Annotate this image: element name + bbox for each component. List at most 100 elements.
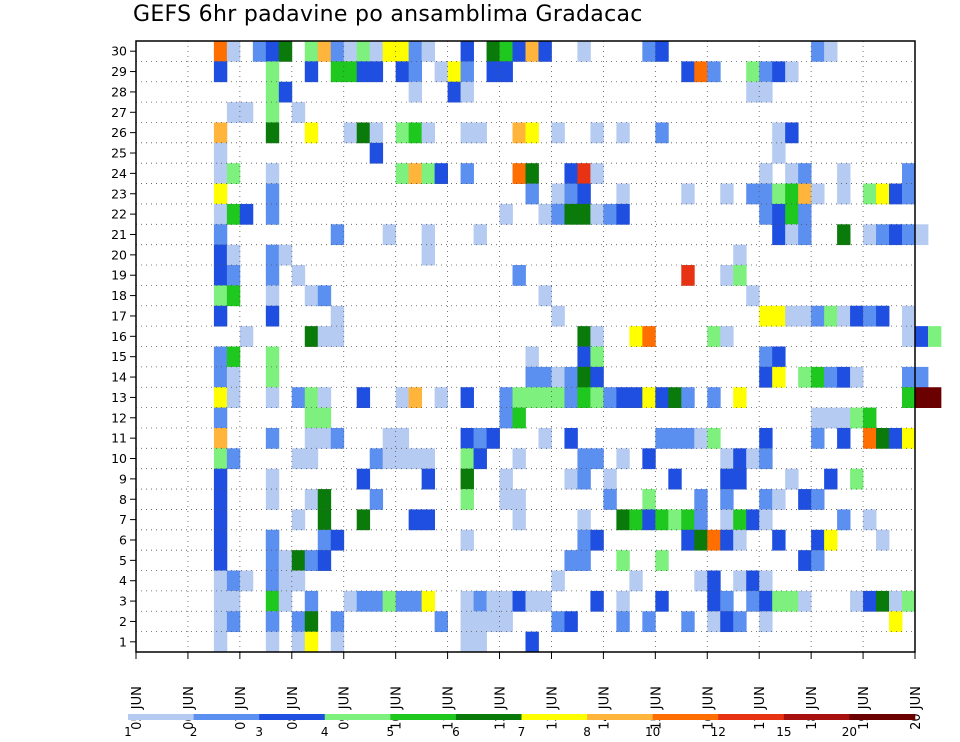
cell-m4-t43 (694, 570, 708, 592)
cell-m7-t43 (694, 509, 708, 531)
y-tick-label: 26 (111, 125, 127, 140)
colorbar-swatch (390, 714, 457, 720)
cell-m2-t10 (265, 611, 280, 633)
cell-m24-t20 (395, 163, 410, 184)
cell-m16-t38 (629, 326, 643, 347)
cell-m1-t26 (473, 631, 487, 653)
cell-m10-t20 (395, 448, 410, 470)
cell-m9-t6 (213, 468, 228, 490)
cell-m2-t33 (564, 611, 578, 633)
cell-m6-t57 (876, 529, 890, 551)
cell-m17-t15 (330, 305, 345, 327)
cell-m20-t11 (278, 244, 293, 266)
y-tick-label: 12 (111, 410, 127, 425)
cell-m18-t14 (317, 285, 332, 307)
cell-m14-t33 (564, 366, 578, 388)
cell-m3-t58 (889, 590, 903, 612)
y-tick-label: 4 (119, 573, 127, 588)
cell-m23-t33 (564, 183, 578, 205)
cell-m30-t17 (356, 41, 371, 62)
cell-m11-t20 (395, 427, 410, 449)
y-tick-label: 14 (111, 370, 127, 385)
y-tick-label: 3 (119, 594, 127, 609)
cell-m13-t10 (265, 387, 280, 408)
cell-m7-t29 (512, 509, 526, 531)
cell-m22-t50 (785, 203, 799, 225)
colorbar-swatch (783, 714, 850, 720)
cell-m14-t35 (590, 366, 604, 388)
colorbar-label: 3 (255, 725, 263, 739)
cell-m14-t60 (915, 366, 929, 388)
cell-m11-t43 (694, 427, 708, 449)
cell-m6-t43 (694, 529, 708, 551)
cell-m14-t32 (551, 366, 565, 388)
cell-m30-t29 (512, 41, 526, 62)
cell-m23-t48 (759, 183, 773, 205)
cell-m30-t16 (343, 41, 358, 62)
cell-m14-t59 (902, 366, 916, 388)
cell-m2-t6 (213, 611, 228, 633)
cell-m10-t47 (746, 448, 760, 470)
cell-m2-t44 (707, 611, 721, 633)
cell-m13-t42 (681, 387, 695, 408)
cell-m15-t10 (265, 346, 280, 368)
cell-m9-t53 (824, 468, 838, 490)
cell-m13-t6 (213, 387, 228, 408)
cell-m3-t55 (850, 590, 864, 612)
cell-m12-t29 (512, 407, 526, 429)
cell-m30-t9 (252, 41, 267, 62)
cell-m21-t15 (330, 224, 345, 246)
cell-m26-t32 (551, 122, 565, 144)
cell-m17-t48 (759, 305, 773, 327)
cell-m4-t47 (746, 570, 760, 592)
colorbar-swatch (259, 714, 326, 720)
cell-m12-t55 (850, 407, 864, 429)
cell-m3-t45 (720, 590, 734, 612)
y-tick-label: 13 (111, 390, 127, 405)
cell-m3-t57 (876, 590, 890, 612)
cell-m30-t15 (330, 41, 345, 62)
cell-m23-t52 (811, 183, 825, 205)
cell-m26-t6 (213, 122, 228, 144)
y-tick-label: 9 (119, 471, 127, 486)
cell-m18-t47 (746, 285, 760, 307)
cell-m3-t19 (382, 590, 397, 612)
cell-m13-t13 (304, 387, 319, 408)
cell-m22-t28 (499, 203, 513, 225)
cell-m19-t7 (226, 265, 241, 286)
cell-m14-t51 (798, 366, 812, 388)
cell-m21-t54 (837, 224, 851, 246)
cell-m3-t28 (499, 590, 513, 612)
cell-m24-t50 (785, 163, 799, 184)
cell-m7-t39 (642, 509, 656, 531)
cell-m18-t31 (538, 285, 552, 307)
cell-m12-t52 (811, 407, 825, 429)
cell-m29-t16 (343, 61, 358, 83)
colorbar-label: 1 (124, 725, 132, 739)
cell-m18-t6 (213, 285, 228, 307)
cell-m4-t10 (265, 570, 280, 592)
cell-m28-t25 (460, 81, 474, 103)
cell-m9-t36 (603, 468, 617, 490)
cell-m10-t19 (382, 448, 397, 470)
cell-m21-t6 (213, 224, 228, 246)
cell-m15-t48 (759, 346, 773, 368)
cell-m16-t39 (642, 326, 656, 347)
cell-m10-t45 (720, 448, 734, 470)
cell-m30-t11 (278, 41, 293, 62)
cell-m23-t50 (785, 183, 799, 205)
cell-m2-t23 (434, 611, 448, 633)
cell-m5-t37 (616, 550, 630, 571)
cell-m30-t25 (460, 41, 474, 62)
cell-m29-t24 (447, 61, 461, 83)
cell-m29-t43 (694, 61, 708, 83)
cell-m3-t31 (538, 590, 552, 612)
cell-m26-t22 (421, 122, 436, 144)
cell-m21-t57 (876, 224, 890, 246)
cell-m17-t52 (811, 305, 825, 327)
cell-m8-t49 (772, 489, 786, 510)
cell-m7-t42 (681, 509, 695, 531)
cell-m10-t18 (369, 448, 384, 470)
cell-m26-t49 (772, 122, 786, 144)
y-tick-label: 20 (111, 247, 127, 262)
